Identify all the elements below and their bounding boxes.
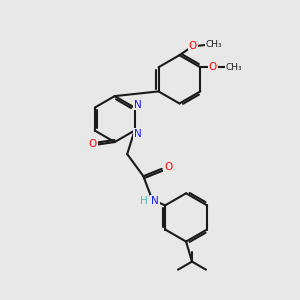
Text: N: N bbox=[151, 196, 159, 206]
Text: O: O bbox=[208, 62, 217, 72]
Text: H: H bbox=[140, 196, 147, 206]
Text: O: O bbox=[189, 41, 197, 51]
Text: CH₃: CH₃ bbox=[206, 40, 222, 49]
Text: O: O bbox=[164, 162, 172, 172]
Text: N: N bbox=[134, 128, 142, 139]
Text: N: N bbox=[134, 100, 142, 110]
Text: O: O bbox=[88, 140, 97, 149]
Text: CH₃: CH₃ bbox=[226, 63, 242, 72]
